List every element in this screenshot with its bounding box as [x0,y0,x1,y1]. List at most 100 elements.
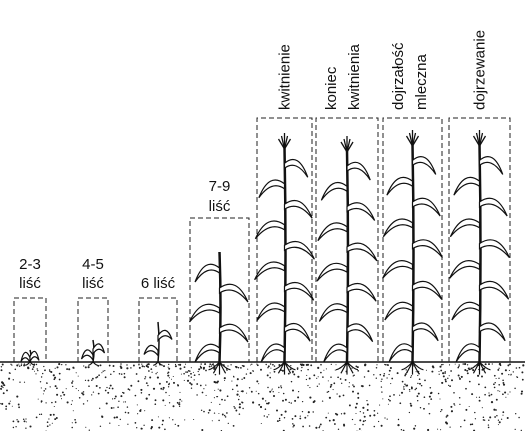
soil-dot [391,377,394,380]
soil-dot [488,363,490,366]
soil-dot [40,376,43,378]
soil-dot [178,405,181,407]
soil-dot [168,363,170,366]
soil-dot [383,373,386,375]
soil-dot [403,385,405,388]
soil-dot [32,366,35,368]
soil-dot [334,369,336,371]
soil-dot [361,385,364,388]
soil-dot [218,419,220,422]
soil-dot [179,363,182,366]
soil-dot [214,389,216,391]
stage-boxes [13,117,511,362]
soil-dot [299,363,302,366]
soil-dot [9,372,11,374]
soil-dot [162,386,165,389]
leaf [478,239,510,258]
soil-dot [307,384,309,387]
soil-dot [183,366,186,368]
soil-dot [248,387,251,389]
soil-dot [388,373,390,376]
soil-dot [389,366,392,370]
soil-dot [96,376,99,378]
soil-dot [134,394,137,397]
soil-dot [326,391,328,393]
soil-dot [118,373,121,375]
soil-dot [428,403,430,405]
soil-dot [381,378,383,380]
soil-dot [376,412,379,414]
soil-dot [459,403,461,406]
soil-dot [124,411,127,414]
soil-dot [444,380,447,383]
soil-dot [380,424,383,427]
stage-label: liść [209,198,231,215]
leaf [283,199,313,219]
soil-dot [23,381,26,383]
soil-dot [167,386,170,388]
soil-dot [301,400,304,403]
soil-dot [332,419,335,422]
soil-dot [386,364,389,366]
soil-dot [273,370,276,373]
leaf [258,179,286,199]
soil-dot [440,408,443,411]
soil-dot [413,427,416,430]
root [346,361,359,371]
soil-dot [458,376,460,379]
soil-dot [409,402,412,405]
soil-dot [36,368,38,370]
soil-dot [226,412,228,414]
soil-dot [23,363,26,365]
soil-dot [92,391,95,393]
soil-dot [497,390,499,392]
soil-dot [387,403,389,405]
soil-dot [352,375,354,377]
soil-dot [46,382,48,384]
leaf [218,283,249,303]
soil-dot [410,387,413,390]
soil-dot [167,366,169,368]
soil-dot [49,413,52,416]
soil-dot [104,376,107,379]
leaf [382,260,414,279]
leaf [411,239,443,258]
soil-dot [268,414,270,416]
soil-dot [348,382,350,384]
leaf [346,323,374,343]
soil-dot [202,366,206,369]
soil-dot [305,378,308,381]
soil-dot [307,411,310,414]
soil-dot [193,379,195,381]
soil-dot [230,364,232,366]
soil-dot [148,370,150,372]
soil-dot [386,418,388,420]
stage-labels: 2-3 liść 4-5 liść 6 liść 7-9 liść kwitnienie kon… [19,30,488,292]
soil-dot [498,421,501,424]
soil-dot [210,401,212,403]
soil-dot [232,375,235,378]
soil-dot [227,365,229,367]
soil-dot [65,388,67,390]
soil-dot [162,388,164,391]
soil-dot [297,390,300,393]
soil-dot [488,392,490,394]
soil-dot [111,387,114,390]
soil-dot [442,375,445,378]
leaf [478,197,508,217]
soil-dot [1,402,4,405]
soil-dot [293,424,295,427]
soil-dot [364,364,367,367]
soil-dot [20,363,23,365]
soil-dot [460,375,463,378]
stage-box [13,297,47,362]
soil-dot [363,376,366,378]
soil-dot [521,371,524,374]
soil-dot [130,384,133,387]
soil-dot [168,367,171,370]
soil-dot [155,373,157,375]
stem [157,321,160,363]
soil-dot [25,427,27,429]
soil-dot [235,384,239,387]
soil-dot [417,392,420,395]
